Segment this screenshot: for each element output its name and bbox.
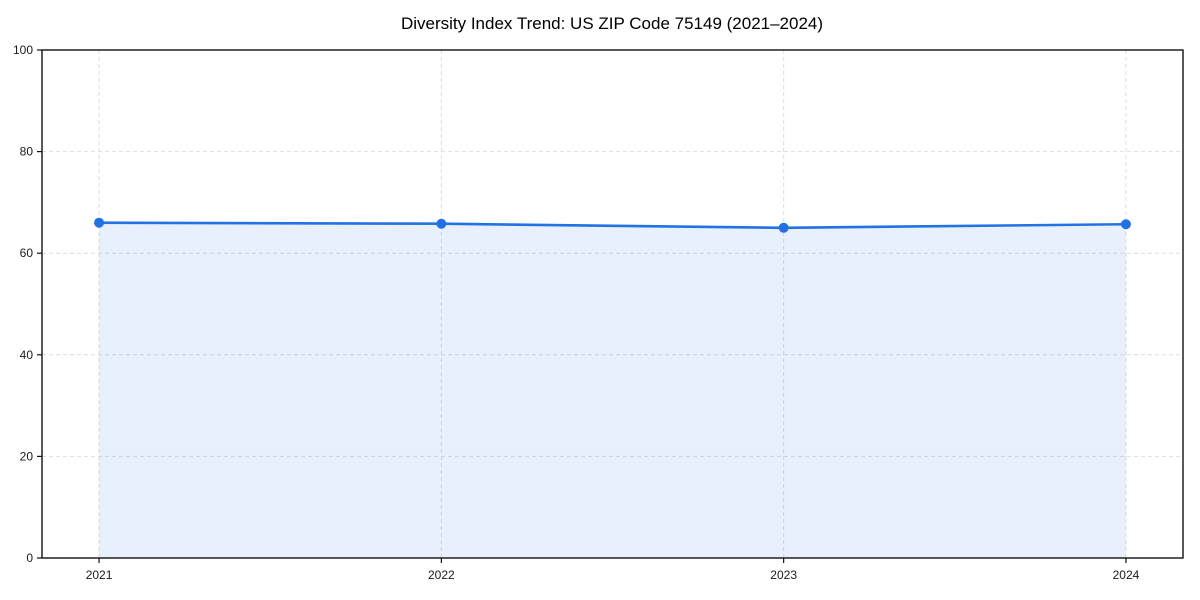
y-tick-label: 60 xyxy=(20,246,34,260)
trend-line xyxy=(97,221,1128,230)
y-tick-label: 0 xyxy=(26,551,33,565)
y-tick-label: 20 xyxy=(20,449,34,463)
y-tick-label: 80 xyxy=(20,145,34,159)
y-tick-label: 40 xyxy=(20,348,34,362)
data-point xyxy=(778,222,789,233)
y-tick-label: 100 xyxy=(13,43,33,57)
data-point xyxy=(436,218,447,229)
x-tick-label: 2021 xyxy=(86,568,113,582)
data-point xyxy=(94,217,105,228)
x-tick-label: 2023 xyxy=(770,568,797,582)
x-tick-label: 2022 xyxy=(428,568,455,582)
chart-title: Diversity Index Trend: US ZIP Code 75149… xyxy=(401,14,823,33)
area-fill xyxy=(99,222,1126,558)
data-point xyxy=(1120,219,1131,230)
plot-frame xyxy=(41,49,1184,559)
x-tick-label: 2024 xyxy=(1113,568,1140,582)
